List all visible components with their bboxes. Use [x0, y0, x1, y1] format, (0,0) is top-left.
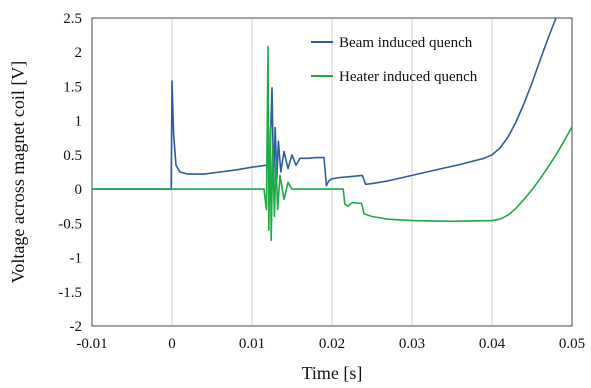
- y-tick-label: -1.5: [58, 285, 82, 301]
- series-layer: [92, 18, 572, 242]
- series-line-2: [92, 45, 572, 242]
- legend-label: Beam induced quench: [339, 35, 473, 51]
- x-tick-label: 0.05: [559, 336, 585, 352]
- x-tick-label: 0.01: [239, 336, 265, 352]
- x-tick-label: 0.02: [319, 336, 345, 352]
- x-tick-label: -0.01: [76, 336, 107, 352]
- plot-frame: [91, 17, 573, 327]
- x-tick-label: 0.04: [479, 336, 506, 352]
- legend: Beam induced quench Heater induced quench: [311, 35, 478, 85]
- x-tick-label: 0.03: [399, 336, 425, 352]
- legend-label: Heater induced quench: [339, 69, 478, 85]
- y-axis-title: Voltage across magnet coil [V]: [8, 61, 28, 284]
- x-tick-label: 0: [168, 336, 176, 352]
- x-axis-ticks: -0.01 0 0.01 0.02 0.03 0.04 0.05: [76, 336, 585, 352]
- y-tick-label: 2: [75, 45, 83, 61]
- y-tick-label: 2.5: [63, 11, 82, 27]
- y-tick-label: 0.5: [63, 148, 82, 164]
- grid-layer: [91, 18, 573, 326]
- y-tick-label: 1: [75, 114, 83, 130]
- series-line-1: [92, 18, 557, 190]
- x-axis-title: Time [s]: [302, 363, 363, 383]
- y-tick-label: -2: [70, 319, 83, 335]
- y-tick-label: 0: [75, 182, 83, 198]
- y-tick-label: -1: [70, 251, 83, 267]
- y-tick-label: -0.5: [58, 216, 82, 232]
- y-axis-ticks: -2 -1.5 -1 -0.5 0 0.5 1 1.5 2 2.5: [58, 11, 82, 335]
- y-tick-label: 1.5: [63, 79, 82, 95]
